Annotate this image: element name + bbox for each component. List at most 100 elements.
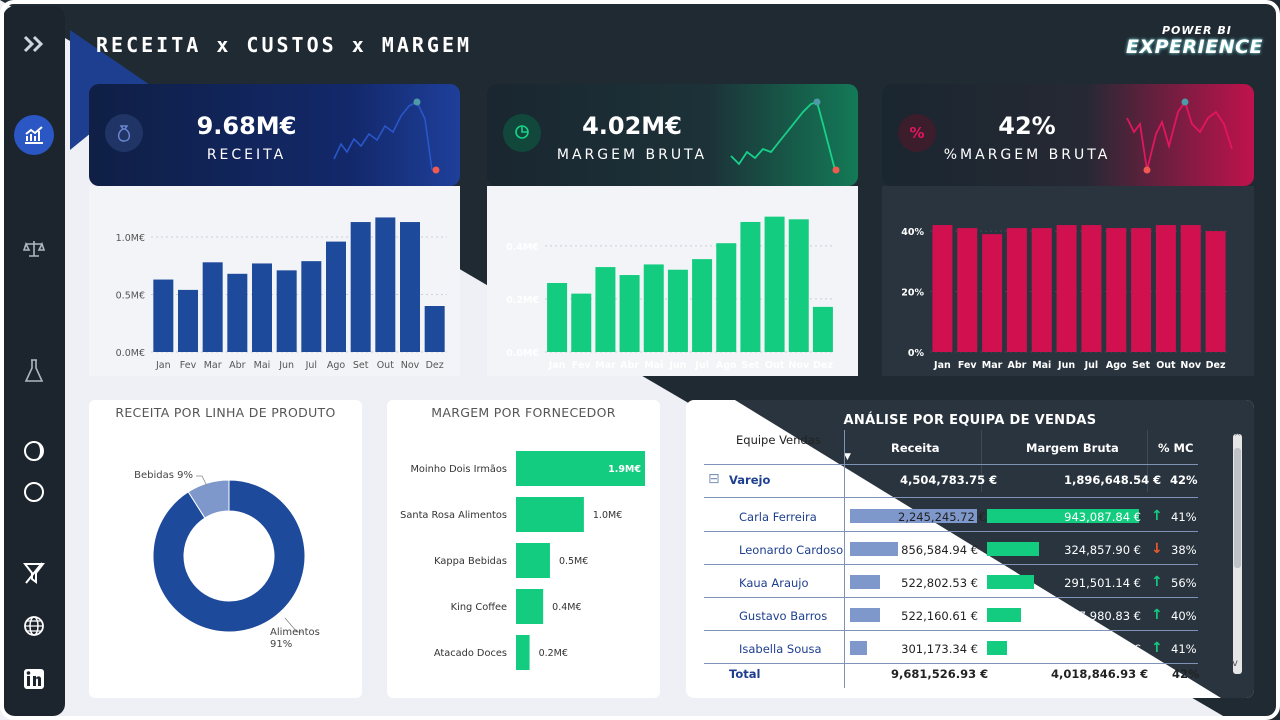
label-leader-alimentos [284,617,303,633]
x-tick-label: Mar [982,360,1003,371]
kpi-card-receita: 9.68M€ RECEITA [89,84,460,186]
total-row-receita: 9,681,526.93 € [891,667,989,681]
x-tick-label: Out [765,360,785,371]
linkedin-icon[interactable] [3,659,65,699]
brand-line1: POWER BI [1162,24,1232,37]
margem-bar [987,641,1007,655]
table-row-receita: 856,584.94 € [901,543,978,557]
globe-icon[interactable] [3,606,65,646]
expand-icon[interactable] [3,24,65,64]
bar-jul [301,261,322,352]
bar-out [375,217,396,352]
collapse-icon[interactable]: ⊟ [708,471,720,487]
table-row-mc: 41% [1171,642,1197,656]
bar-dez [424,306,445,352]
kpi-card-perc-margem: % 42% %MARGEM BRUTA [882,84,1254,186]
bar-set [350,222,371,352]
y-tick-label: 20% [901,288,924,299]
money-bag-icon [105,114,143,152]
x-tick-label: Out [1156,360,1176,371]
donut-slice-alimentos [152,479,306,633]
supplier-value-label: 1.0M€ [593,510,622,521]
y-tick-label: 0% [908,348,925,359]
brand-line2: EXPERIENCE [1126,36,1264,58]
x-tick-label: Set [353,360,369,371]
bar-dez [1205,231,1226,352]
kpi-value-perc-margem: 42% [998,112,1056,140]
table-row-mc: 41% [1171,510,1197,524]
chart-icon[interactable] [3,115,65,155]
bar-mai [252,263,272,352]
x-tick-label: Nov [401,360,420,371]
group-row-label: Varejo [729,473,771,487]
kpi-value-margem: 4.02M€ [582,112,682,140]
column-divider [844,430,845,688]
receita-bar [850,575,880,589]
chart-receita-svg: 0.0M€ 0.5M€ 1.0M€ Jan Fev Mar Abr Mai Jun Jul Ago S… [116,217,447,371]
donut-label-bebidas: Bebidas 9% [134,470,193,481]
label-leader-bebidas [196,475,208,487]
donut-title: RECEITA POR LINHA DE PRODUTO [115,405,336,420]
bar-nov [400,222,420,352]
x-tick-label: Jun [278,360,294,371]
table-scrollbar[interactable]: ^ [1233,432,1242,674]
scale-icon[interactable] [3,229,65,269]
bar-nov [788,219,809,352]
x-tick-label: Jun [1057,360,1075,371]
x-tick-label: Ago [1106,360,1127,371]
bar-jan [932,225,953,352]
panel-margem-por-fornecedor: MARGEM POR FORNECEDOR Moinho Dois Irmãos… [387,400,660,698]
chart-receita-mensal: 0.0M€ 0.5M€ 1.0M€ Jan Fev Mar Abr Mai Jun Jul Ago S… [89,186,460,376]
x-tick-label: Ago [716,360,737,371]
bar-dez [812,306,833,352]
kpi-label-margem: MARGEM BRUTA [556,147,708,163]
bar-set [740,221,761,352]
bar-jan [547,283,568,352]
table-row-receita: 522,160.61 € [901,609,978,623]
row-divider [704,597,1198,598]
supplier-bar [516,589,544,624]
bar-jul [1081,225,1102,352]
supplier-value-label: 0.2M€ [539,648,568,659]
bar-mai [643,264,664,352]
bar-mar [595,267,616,352]
y-tick-label: 0.5M€ [116,291,145,302]
bar-ago [716,243,737,352]
donut-pct-alimentos: 91% [270,639,292,650]
row-divider [704,464,1198,465]
panel-receita-por-linha: RECEITA POR LINHA DE PRODUTO Bebidas 9% A… [89,400,362,698]
supplier-name: Moinho Dois Irmãos [410,464,507,475]
bar-fev [571,293,592,352]
margem-bar [987,542,1040,556]
margem-bar [987,509,1139,523]
total-row-label: Total [729,667,761,681]
supplier-bar [516,451,645,486]
sort-desc-icon[interactable]: ▼ [844,452,851,462]
x-tick-label: Nov [1180,360,1201,371]
table-row-margem: 123,804.91 € [1064,642,1141,656]
group-row-receita: 4,504,783.75 € [900,473,998,487]
bar-jul [692,259,713,352]
bar-mai [1031,228,1052,352]
row-divider [704,564,1198,565]
moon-alt-icon[interactable] [3,472,65,512]
total-row-margem: 4,018,846.93 € [1051,667,1149,681]
x-tick-label: Ago [327,360,346,371]
table-row-margem: 291,501.14 € [1064,576,1141,590]
x-tick-label: Set [1132,360,1150,371]
flask-icon[interactable] [3,351,65,391]
moon-icon[interactable] [3,431,65,471]
supplier-value-label: 1.9M€ [608,464,641,475]
supplier-bar [516,497,584,532]
bar-mar [202,262,223,352]
kpi-sparkline-receita [333,98,440,174]
bar-nov [1180,225,1201,352]
bar-set [1131,228,1152,352]
supplier-name: Santa Rosa Alimentos [400,510,507,521]
x-tick-label: Mai [254,360,271,371]
scroll-down-icon[interactable]: v [1232,658,1238,669]
filter-off-icon[interactable] [3,553,65,593]
x-tick-label: Fev [180,360,197,371]
x-tick-label: Out [377,360,394,371]
